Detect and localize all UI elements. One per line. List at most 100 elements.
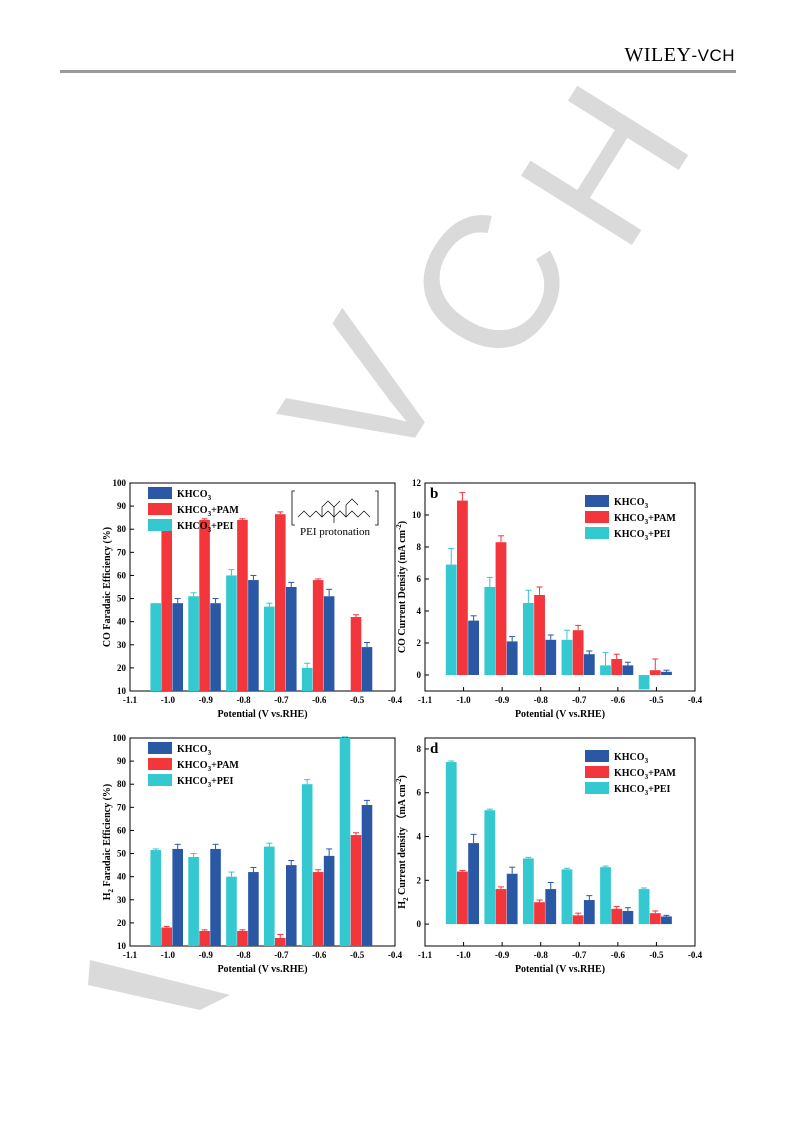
- legend-swatch-pam: [585, 511, 609, 523]
- bar-khco3--1.0: [172, 603, 183, 691]
- y-tick-label: 80: [117, 524, 127, 534]
- y-axis-label: CO Faradaic Efficiency (%): [102, 527, 113, 647]
- y-tick-label: 100: [113, 478, 127, 488]
- legend-swatch-pam: [148, 758, 172, 770]
- y-axis-label-text: CO Faradaic Efficiency (%): [102, 527, 113, 647]
- y-axis-label-sup: -2: [395, 778, 403, 784]
- y-tick-label: 30: [117, 640, 127, 650]
- x-tick-label: -0.5: [350, 950, 365, 960]
- x-tick-label: -0.9: [495, 695, 510, 705]
- bar-pam--0.7: [274, 514, 286, 691]
- legend-label-khco3: KHCO3: [177, 744, 212, 757]
- bar-pei--0.9: [188, 857, 199, 946]
- bar-pam--0.5: [649, 913, 661, 925]
- y-axis-label-sub: 2: [402, 897, 410, 901]
- legend-swatch-pei: [148, 519, 172, 531]
- bar-pei--0.6: [301, 784, 313, 946]
- x-tick-label: -0.4: [688, 695, 703, 705]
- legend-swatch-khco3: [148, 487, 172, 499]
- x-tick-label: -0.9: [199, 695, 214, 705]
- legend-label-sub: 3: [645, 534, 649, 542]
- legend-label-pam: KHCO3+PAM: [614, 768, 676, 781]
- bar-khco3--1.0: [172, 848, 183, 946]
- legend-label-main: KHCO: [177, 760, 208, 771]
- brand-main: WILEY: [624, 44, 692, 66]
- plot-frame: [129, 482, 396, 692]
- legend-swatch-pei: [585, 782, 609, 794]
- polymer-chain: [297, 498, 371, 523]
- bar-khco3--0.5: [661, 671, 672, 675]
- panel-letter: d: [430, 741, 439, 757]
- x-tick-label: -0.7: [572, 950, 587, 960]
- legend-label-khco3: KHCO3: [177, 489, 212, 502]
- bar-pam--1.0: [161, 927, 173, 946]
- legend-label-tail: +PEI: [211, 521, 233, 532]
- y-tick-label: 0: [417, 670, 422, 680]
- bar-pam--0.6: [611, 659, 623, 675]
- y-tick-label: 90: [117, 756, 127, 766]
- bar-khco3--0.7: [285, 587, 297, 691]
- x-tick-label: -0.7: [274, 950, 289, 960]
- bar-pam--0.7: [274, 937, 286, 946]
- y-axis-label: CO Current Density (mA cm-2): [395, 521, 408, 653]
- plot-frame: [424, 482, 696, 692]
- bar-pei--0.5: [638, 889, 650, 925]
- bar-khco3--0.6: [323, 855, 335, 946]
- panel-d-h2-current-density: 0 2 4 6 8 -1.1 -1.0 -0.9 -0.8 -0.7 -0.6 -0.5 -0.4 Pot…: [395, 733, 705, 988]
- y-axis-label-sup: -2: [395, 524, 403, 530]
- bar-khco3--0.5: [661, 916, 672, 925]
- pei-structure-inset: PEI protonation: [291, 490, 379, 538]
- x-tick-label: -0.8: [236, 950, 251, 960]
- bar-khco3--0.8: [545, 889, 557, 925]
- legend-label-sub: 3: [645, 518, 649, 526]
- legend-label-main: KHCO: [614, 784, 645, 795]
- y-tick-label: 60: [117, 570, 127, 580]
- y-axis-label-mid: Current density （mA cm: [395, 784, 408, 898]
- legend-label-main: KHCO: [614, 768, 645, 779]
- bar-pei--0.9: [188, 596, 199, 691]
- y-tick-label: 4: [417, 832, 422, 842]
- legend-swatch-khco3: [585, 750, 609, 762]
- bar-pam--0.8: [534, 902, 545, 925]
- y-tick-label: 12: [412, 478, 422, 488]
- bar-khco3--0.5: [361, 647, 373, 691]
- y-axis-label-text: H: [102, 892, 113, 900]
- y-tick-label: 6: [417, 788, 422, 798]
- publisher-brand: WILEY-VCH: [625, 44, 735, 67]
- legend-label-main: KHCO: [614, 529, 645, 540]
- legend-label-sub: 3: [208, 749, 212, 757]
- y-axis-label-tail: Faradaic Efficiency (%): [102, 784, 113, 889]
- legend-label-sub: 3: [208, 510, 212, 518]
- x-tick-label: -0.8: [534, 695, 549, 705]
- bar-pam--0.6: [312, 872, 324, 946]
- bar-pam--0.8: [237, 519, 248, 691]
- x-tick-label: -0.4: [688, 950, 703, 960]
- bar-pam--0.9: [199, 930, 210, 946]
- bar-khco3--0.7: [583, 900, 595, 925]
- y-tick-label: 8: [417, 744, 422, 754]
- legend-label-pei: KHCO3+PEI: [614, 529, 671, 542]
- bar-pei--0.6: [600, 665, 611, 675]
- bar-pam--0.9: [495, 889, 507, 925]
- panel-a-co-faradaic-efficiency: 10 20 30 40 50 60 70 80 90 100 -1.1 -1.0 -0.9 -0.8 -0.…: [100, 478, 405, 733]
- x-tick-label: -1.1: [123, 950, 138, 960]
- plot-frame: [129, 737, 396, 947]
- y-tick-label: 70: [117, 547, 127, 557]
- bracket-left: [291, 490, 295, 526]
- bar-khco3--0.9: [210, 848, 221, 946]
- chart-d: 0 2 4 6 8 -1.1 -1.0 -0.9 -0.8 -0.7 -0.6 -0.5 -0.4 Pot…: [395, 737, 703, 975]
- x-tick-label: -1.0: [456, 950, 471, 960]
- panel-b-co-current-density: 0 2 4 6 8 10 12 -1.1 -1.0 -0.9 -0.8 -0.7 -0.6 -0.5 -0.…: [395, 478, 705, 733]
- inset-caption: PEI protonation: [300, 526, 370, 538]
- bar-khco3--0.6: [622, 910, 634, 925]
- bar-pei--0.8: [226, 876, 237, 946]
- bracket-right: [375, 490, 379, 526]
- bar-pam--0.5: [350, 835, 362, 946]
- watermark-fragment: [88, 960, 230, 1010]
- legend-label-khco3: KHCO3: [614, 497, 649, 510]
- legend-label-tail: +PEI: [648, 529, 670, 540]
- plot-frame: [424, 737, 696, 947]
- x-tick-label: -1.1: [418, 950, 433, 960]
- bar-khco3--0.9: [506, 873, 518, 925]
